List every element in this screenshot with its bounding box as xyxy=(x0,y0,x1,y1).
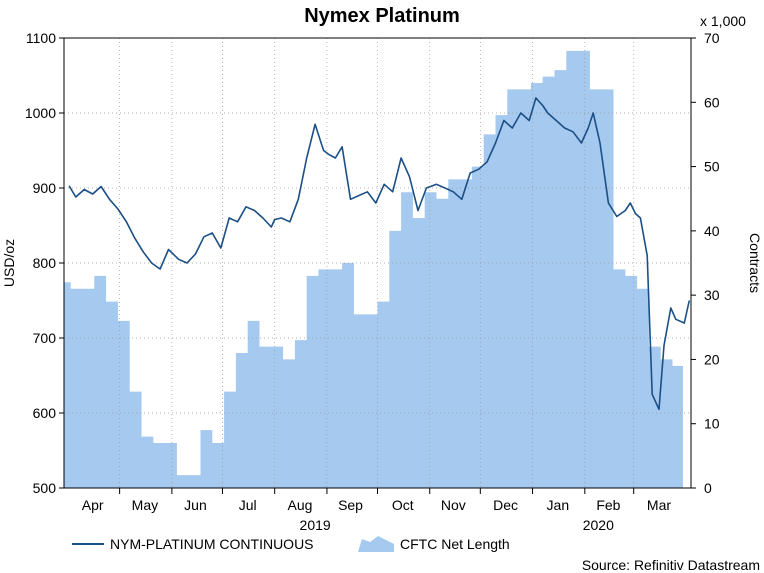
left-tick-label: 800 xyxy=(33,255,57,271)
left-tick-label: 500 xyxy=(33,480,57,496)
right-tick-label: 70 xyxy=(704,30,720,46)
right-tick-label: 50 xyxy=(704,159,720,175)
platinum-line-layer xyxy=(68,97,691,411)
x-month-label: Sep xyxy=(338,497,363,513)
left-tick-label: 1100 xyxy=(26,30,56,46)
x-month-label: Dec xyxy=(493,497,518,513)
x-month-label: Oct xyxy=(392,497,414,513)
x-year-label: 2020 xyxy=(583,517,614,533)
x-month-label: Jul xyxy=(239,497,257,513)
right-tick-label: 40 xyxy=(704,223,720,239)
chart-title: Nymex Platinum xyxy=(304,5,460,27)
legend-area-swatch xyxy=(358,536,394,552)
legend: NYM-PLATINUM CONTINUOUS CFTC Net Length xyxy=(72,536,510,552)
x-month-label: Feb xyxy=(596,497,620,513)
platinum-price-line xyxy=(68,97,691,411)
right-tick-label: 20 xyxy=(704,351,720,367)
x-month-label: Aug xyxy=(288,497,313,513)
right-tick-label: 30 xyxy=(704,287,720,303)
left-tick-label: 600 xyxy=(33,405,57,421)
x-month-label: Nov xyxy=(441,497,466,513)
right-axis-multiplier: x 1,000 xyxy=(700,13,746,29)
left-tick-label: 1000 xyxy=(25,105,56,121)
right-axis-title: Contracts xyxy=(747,233,763,293)
left-tick-label: 700 xyxy=(33,330,57,346)
grid-layer xyxy=(64,38,691,488)
right-tick-label: 10 xyxy=(704,416,720,432)
left-axis: 500 600 700 800 900 1000 1100 xyxy=(25,30,64,496)
cftc-area-layer xyxy=(64,50,685,489)
x-year-label: 2019 xyxy=(300,517,331,533)
legend-label-platinum: NYM-PLATINUM CONTINUOUS xyxy=(110,536,314,552)
right-axis: 0 10 20 30 40 50 60 70 xyxy=(691,30,720,496)
legend-label-cftc: CFTC Net Length xyxy=(400,536,510,552)
right-tick-label: 0 xyxy=(704,480,712,496)
cftc-net-length-area xyxy=(64,50,685,489)
x-month-label: Mar xyxy=(647,497,671,513)
x-month-label: Jan xyxy=(547,497,570,513)
source-note: Source: Refinitiv Datastream xyxy=(582,557,760,573)
x-month-label: Apr xyxy=(82,497,104,513)
right-tick-label: 60 xyxy=(704,94,720,110)
x-axis: Apr May Jun Jul Aug Sep Oct Nov Dec Jan Feb Mar 2019… xyxy=(82,488,671,533)
x-month-label: May xyxy=(132,497,158,513)
left-tick-label: 900 xyxy=(33,180,57,196)
x-month-label: Jun xyxy=(184,497,207,513)
left-axis-title: USD/oz xyxy=(1,239,17,287)
